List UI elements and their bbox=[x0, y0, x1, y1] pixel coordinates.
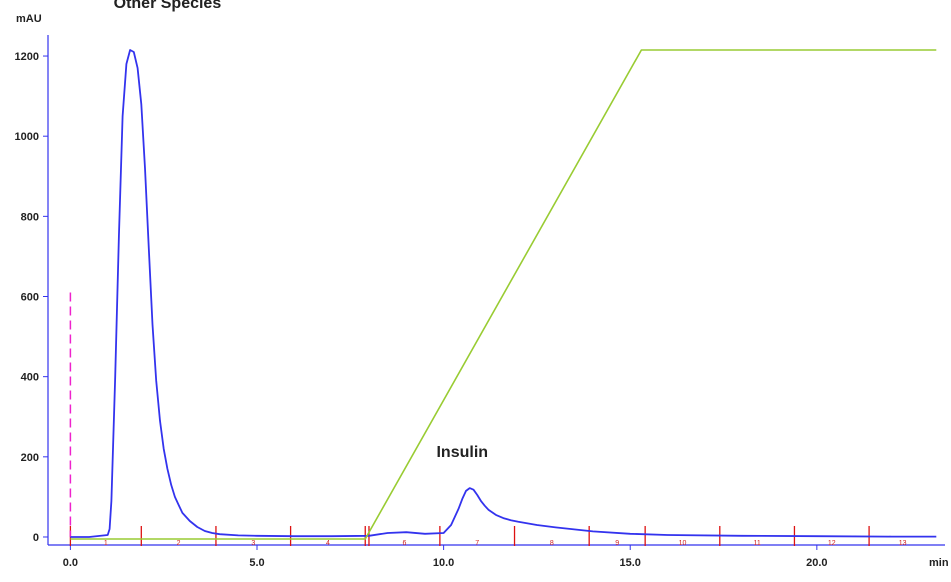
y-tick-label: 600 bbox=[21, 292, 39, 304]
y-tick-label: 400 bbox=[21, 372, 39, 384]
fraction-label: 11 bbox=[753, 540, 760, 547]
y-axis-unit: mAU bbox=[16, 13, 42, 25]
fraction-label: 4 bbox=[326, 540, 330, 547]
y-tick-label: 1200 bbox=[15, 51, 39, 63]
y-tick-label: 0 bbox=[33, 532, 39, 544]
axes bbox=[43, 35, 945, 550]
fraction-label: 6 bbox=[402, 540, 406, 547]
fraction-label: 8 bbox=[550, 540, 554, 547]
chart-labels: 0 200 400 600 800 1000 1200 0.0 5.0 10.0 15.0 20.0 m… bbox=[15, 0, 949, 569]
x-tick-label: 5.0 bbox=[249, 557, 264, 569]
y-tick-label: 1000 bbox=[15, 131, 39, 143]
x-tick-label: 20.0 bbox=[806, 557, 827, 569]
fraction-label: 10 bbox=[679, 540, 687, 547]
gradient-line bbox=[70, 49, 937, 540]
peak-annotation: Insulin bbox=[436, 444, 488, 461]
x-tick-label: 15.0 bbox=[620, 557, 641, 569]
peak-annotation: Other Species bbox=[114, 0, 222, 12]
absorbance-line bbox=[70, 49, 937, 538]
fraction-label: 12 bbox=[828, 540, 836, 547]
fraction-label: 2 bbox=[177, 540, 181, 547]
fraction-label: 7 bbox=[475, 540, 479, 547]
x-tick-label: 10.0 bbox=[433, 557, 454, 569]
fraction-label: 1 bbox=[104, 540, 108, 547]
fraction-label: 13 bbox=[899, 540, 907, 547]
y-tick-label: 800 bbox=[21, 211, 39, 223]
fraction-label: 3 bbox=[251, 540, 255, 547]
fraction-label: 9 bbox=[615, 540, 619, 547]
y-tick-label: 200 bbox=[21, 452, 39, 464]
x-tick-label: 0.0 bbox=[63, 557, 78, 569]
series-lines bbox=[70, 49, 937, 540]
x-axis-unit: min bbox=[929, 557, 949, 569]
